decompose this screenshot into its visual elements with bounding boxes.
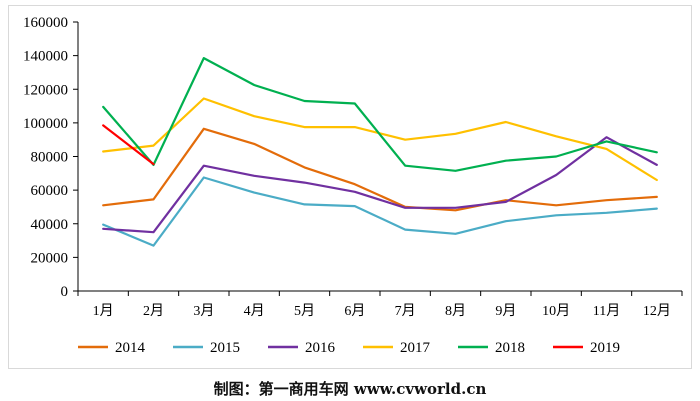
y-tick-label: 0 [61,284,69,300]
y-tick-label: 120000 [23,82,68,98]
x-tick-label: 9月 [495,303,516,319]
x-tick-label: 2月 [143,303,164,319]
y-tick-label: 140000 [23,49,68,65]
y-tick-label: 40000 [31,217,69,233]
legend-item-2015: 2015 [173,340,240,356]
x-tick-label: 6月 [344,303,365,319]
x-tick-label: 3月 [193,303,214,319]
legend-item-2019: 2019 [553,340,620,356]
y-axis: 0 20000 40000 60000 80000 100000 120000 140000 1… [23,15,79,300]
legend-label: 2017 [400,340,431,356]
series-line-2019 [102,124,155,166]
chart-caption: 制图：第一商用车网 www.cvworld.cn [213,380,487,398]
x-tick-label: 10月 [542,303,570,319]
legend: 2014 2015 2016 2017 2018 2019 [78,340,620,356]
x-tick-label: 5月 [294,303,315,319]
legend-item-2014: 2014 [78,340,146,356]
x-axis: 1月 2月 3月 4月 5月 6月 7月 8月 9月 10月 11月 12月 [77,290,683,319]
x-tick-label: 7月 [395,303,416,319]
y-tick-label: 60000 [31,183,69,199]
y-tick-label: 160000 [23,15,68,31]
legend-item-2018: 2018 [458,340,525,356]
x-tick-label: 4月 [244,303,265,319]
line-chart: 0 20000 40000 60000 80000 100000 120000 140000 1… [23,15,683,356]
series-line-2016 [102,136,658,234]
legend-label: 2014 [115,340,146,356]
legend-item-2017: 2017 [363,340,431,356]
chart-frame [8,5,692,369]
legend-label: 2016 [305,340,336,356]
legend-label: 2019 [590,340,620,356]
y-tick-label: 100000 [23,116,68,132]
x-tick-label: 11月 [593,303,620,319]
legend-label: 2018 [495,340,525,356]
legend-item-2016: 2016 [268,340,336,356]
y-tick-label: 20000 [31,250,69,266]
x-tick-label: 1月 [93,303,114,319]
x-tick-label: 12月 [643,303,671,319]
series-lines [102,57,658,247]
y-tick-label: 80000 [31,150,69,166]
series-line-2017 [102,97,658,182]
legend-label: 2015 [210,340,240,356]
x-tick-label: 8月 [445,303,466,319]
series-line-2015 [102,176,658,247]
series-line-2018 [102,57,658,172]
series-line-2014 [102,127,658,212]
